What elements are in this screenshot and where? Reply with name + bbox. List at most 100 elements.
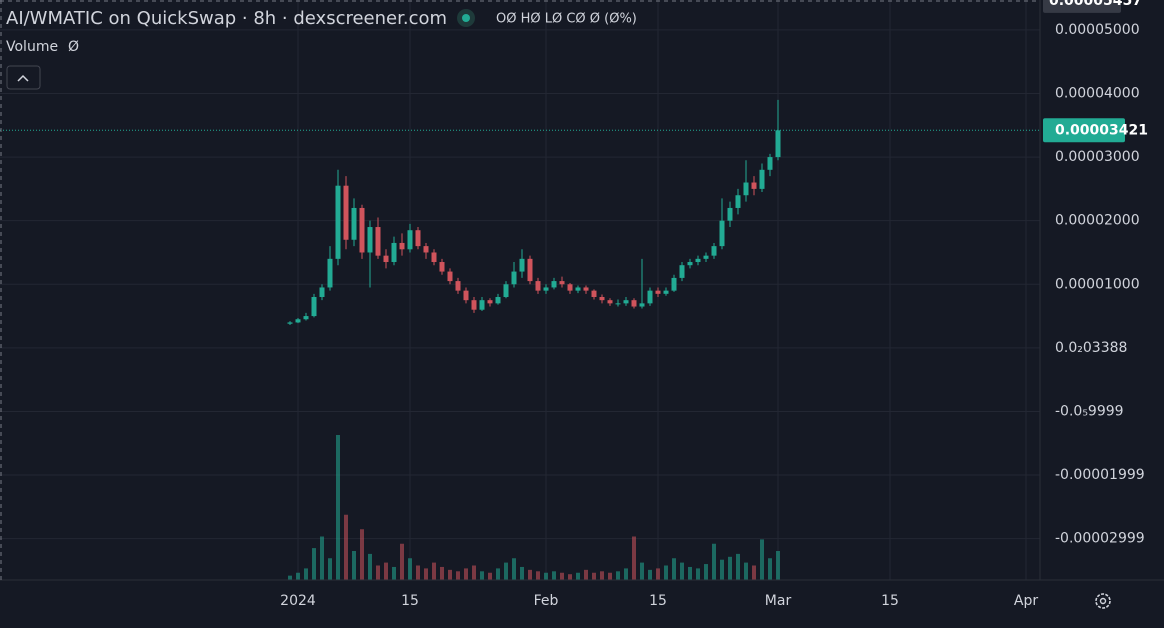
- volume-bar: [464, 568, 468, 580]
- candle-body: [375, 227, 381, 256]
- candle-body: [407, 230, 413, 250]
- candle-body: [343, 185, 349, 240]
- volume-bar: [304, 568, 308, 580]
- candle-body: [287, 322, 293, 324]
- candle-body: [559, 281, 565, 285]
- volume-bar: [288, 575, 292, 580]
- volume-label: Volume: [6, 39, 58, 55]
- candle-body: [511, 271, 517, 285]
- volume-bar: [440, 566, 444, 580]
- collapse-button[interactable]: [6, 65, 41, 90]
- volume-bar: [328, 558, 332, 580]
- candle-body: [543, 287, 549, 291]
- candle-body: [767, 157, 773, 170]
- y-tick-label: 0.0₂03388: [1055, 340, 1127, 356]
- crosshair-price-box: [1043, 0, 1121, 13]
- volume-bar: [424, 568, 428, 580]
- volume-bar: [360, 529, 364, 580]
- collapse-icon: [17, 74, 29, 82]
- candle-body: [367, 227, 373, 253]
- volume-bar: [672, 558, 676, 580]
- volume-bar: [600, 571, 604, 580]
- volume-bar: [512, 558, 516, 580]
- volume-bar: [584, 569, 588, 580]
- candle-body: [591, 290, 597, 297]
- volume-bar: [656, 568, 660, 580]
- candle-body: [303, 316, 309, 320]
- y-tick-label: 0.00004000: [1055, 85, 1140, 101]
- labels: 0.00005000 0.00004000 0.00003000 0.00002000…: [280, 0, 1148, 609]
- volume-bar: [384, 562, 388, 580]
- candle-body: [583, 287, 589, 291]
- candle-body: [455, 281, 461, 291]
- volume-bar: [704, 564, 708, 580]
- volume-bar: [640, 562, 644, 580]
- volume-bar: [472, 565, 476, 580]
- x-tick-label: Feb: [534, 593, 559, 609]
- volume-bar: [568, 574, 572, 580]
- volume-bar: [520, 566, 524, 580]
- volume-bar: [680, 562, 684, 580]
- candle-body: [575, 287, 581, 291]
- candle-body: [671, 277, 677, 291]
- candle-body: [479, 300, 485, 310]
- y-tick-label: -0.00001999: [1055, 467, 1145, 483]
- y-tick-label: 0.00005000: [1055, 22, 1140, 38]
- candle-body: [663, 290, 669, 294]
- volume-bar: [504, 562, 508, 580]
- marks: [0, 99, 1040, 580]
- volume-bar: [688, 566, 692, 580]
- volume-bar: [312, 548, 316, 580]
- candle-body: [727, 207, 733, 221]
- candle-body: [399, 242, 405, 250]
- y-tick-label: 0.00001000: [1055, 276, 1140, 292]
- candle-body: [679, 265, 685, 278]
- volume-bar: [448, 569, 452, 580]
- candle-body: [423, 246, 429, 253]
- volume-bar: [648, 569, 652, 580]
- crosshair-price-label: 0.00005457: [1049, 0, 1142, 9]
- last-price-label: 0.00003421: [1055, 122, 1148, 138]
- volume-bar: [552, 571, 556, 580]
- settings-hub: [1099, 597, 1107, 605]
- volume-bar: [296, 572, 300, 580]
- settings-button[interactable]: [1095, 593, 1111, 609]
- status-dot: [462, 14, 470, 22]
- candle-body: [535, 281, 541, 291]
- candle-body: [687, 262, 693, 266]
- candle-body: [703, 255, 709, 259]
- volume-bar: [696, 568, 700, 580]
- volume-bar: [720, 559, 724, 580]
- volume-bar: [744, 562, 748, 580]
- volume-bar: [496, 568, 500, 580]
- candle-body: [391, 242, 397, 263]
- candle-body: [719, 220, 725, 247]
- volume-bar: [536, 571, 540, 580]
- volume-bar: [344, 514, 348, 580]
- candle-body: [327, 258, 333, 288]
- candle-body: [775, 130, 781, 158]
- candle-body: [743, 182, 749, 196]
- x-tick-label: Mar: [765, 593, 792, 609]
- volume-bar: [416, 565, 420, 580]
- volume-bar: [776, 551, 780, 580]
- candle-body: [615, 303, 621, 305]
- x-tick-label: 15: [401, 593, 419, 609]
- volume-bar: [592, 572, 596, 580]
- volume-bar: [392, 566, 396, 580]
- x-tick-label: 15: [881, 593, 899, 609]
- candle-body: [631, 300, 637, 307]
- volume-bar: [768, 558, 772, 580]
- candle-body: [295, 319, 301, 323]
- volume-bar: [480, 571, 484, 580]
- volume-bar: [456, 571, 460, 580]
- volume-bar: [352, 551, 356, 580]
- candle-body: [647, 290, 653, 304]
- candle-body: [431, 252, 437, 263]
- candle-body: [439, 262, 445, 272]
- volume-bar: [488, 572, 492, 580]
- y-tick-label: 0.00003000: [1055, 149, 1140, 165]
- candle-body: [567, 284, 573, 291]
- volume-bar: [728, 556, 732, 580]
